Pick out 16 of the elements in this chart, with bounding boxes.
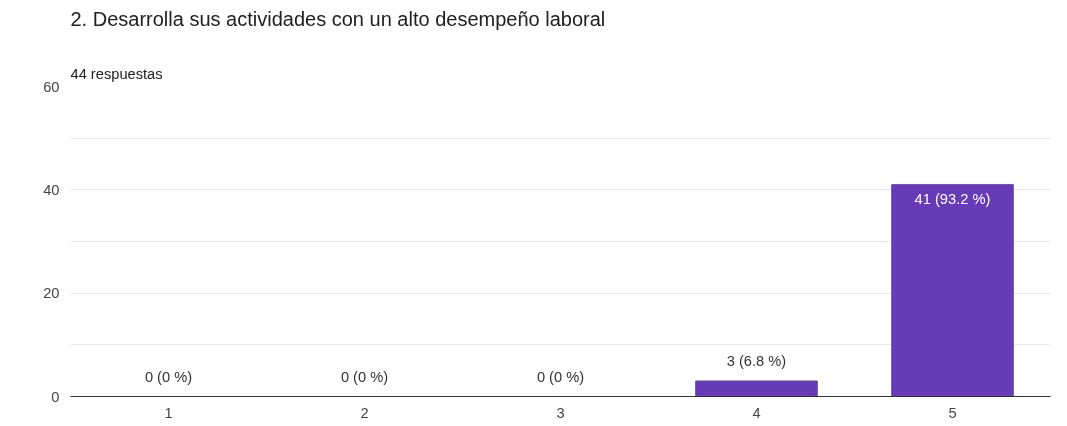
y-tick-label: 60	[43, 78, 60, 95]
x-tick-label: 3	[556, 404, 565, 421]
x-tick-label: 4	[752, 404, 761, 421]
data-label: 0 (0 %)	[340, 368, 389, 385]
y-tick-label: 0	[51, 388, 60, 405]
y-tick-label: 20	[43, 285, 60, 302]
chart-title: 2. Desarrolla sus actividades con un alto desempeño laboral	[70, 7, 606, 30]
data-label: 0 (0 %)	[536, 368, 585, 385]
data-label: 41 (93.2 %)	[914, 190, 991, 207]
data-label: 0 (0 %)	[144, 368, 193, 385]
x-tick-label: 1	[164, 404, 173, 421]
chart-subtitle: 44 respuestas	[70, 65, 163, 82]
y-tick-label: 40	[43, 181, 60, 198]
data-label: 3 (6.8 %)	[726, 353, 787, 369]
x-tick-label: 2	[360, 404, 369, 421]
x-tick-label: 5	[948, 404, 957, 421]
